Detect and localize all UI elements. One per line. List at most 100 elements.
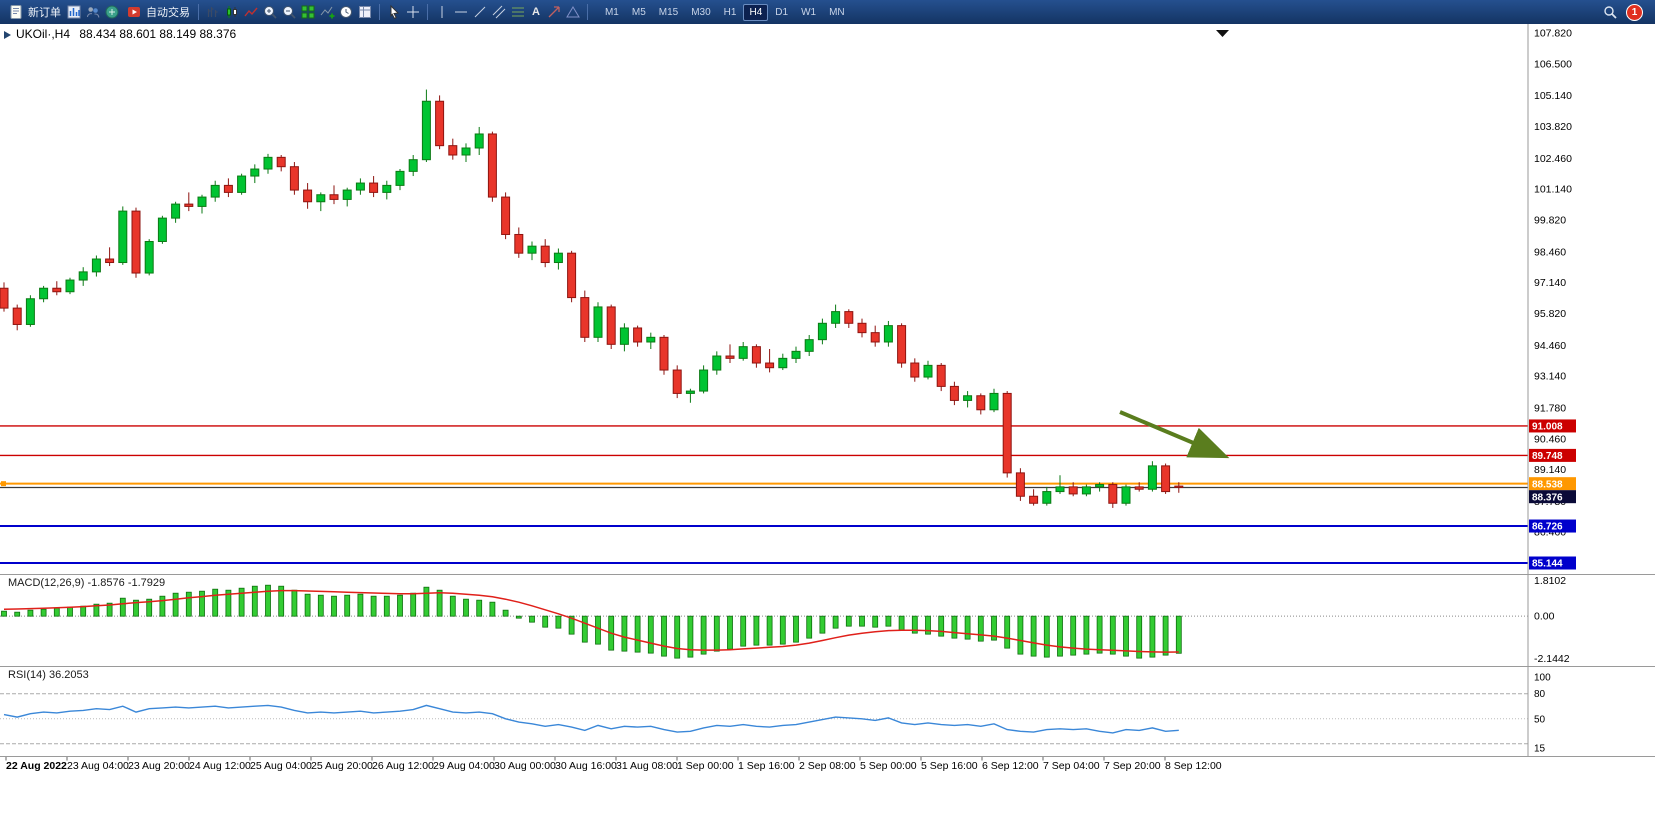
new-order-label: 新订单 [28,7,61,19]
notification-badge[interactable]: 1 [1626,3,1643,21]
svg-text:23 Aug 04:00: 23 Aug 04:00 [67,760,129,772]
svg-text:88.538: 88.538 [1532,479,1563,490]
svg-text:105.140: 105.140 [1534,90,1572,102]
svg-text:50: 50 [1534,714,1546,725]
svg-text:107.820: 107.820 [1534,28,1572,40]
new-order-button[interactable]: 新订单 [4,3,64,22]
timeframe-D1[interactable]: D1 [775,6,789,18]
rsi-indicator-label: RSI(14) 36.2053 [8,669,89,681]
search-icon[interactable] [1601,4,1619,21]
toolbar-separator [427,4,428,20]
svg-text:80: 80 [1534,689,1546,700]
templates-icon[interactable] [356,4,374,21]
arrow-tool-icon[interactable] [545,4,563,21]
trend-arrow-annotation [1119,410,1230,459]
svg-text:-2.1442: -2.1442 [1534,653,1570,665]
zoom-in-icon[interactable] [261,4,279,21]
shapes-tool-icon[interactable] [564,4,582,21]
market-watch-icon[interactable] [65,4,83,21]
chart-symbol-title: UKOil·,H4 [16,27,71,41]
text-tool-button[interactable]: A [532,6,540,18]
svg-text:23 Aug 20:00: 23 Aug 20:00 [128,760,190,772]
svg-text:30 Aug 16:00: 30 Aug 16:00 [555,760,617,772]
auto-trading-icon [125,4,143,21]
timeframe-group: M1 M5 M15 M30 H1 H4 D1 W1 MN [599,3,851,21]
timeframe-M15[interactable]: M15 [658,6,679,18]
auto-trading-label: 自动交易 [146,7,190,19]
svg-text:1 Sep 00:00: 1 Sep 00:00 [677,760,734,772]
periods-icon[interactable] [337,4,355,21]
timeframe-M1[interactable]: M1 [604,6,619,18]
svg-text:90.460: 90.460 [1534,433,1566,445]
timeframe-M30[interactable]: M30 [691,6,711,18]
toolbar-separator [379,4,380,20]
svg-text:91.780: 91.780 [1534,402,1566,414]
svg-text:91.008: 91.008 [1532,422,1563,433]
svg-text:24 Aug 12:00: 24 Aug 12:00 [189,760,251,772]
macd-panel[interactable] [0,584,1528,659]
svg-text:2 Sep 08:00: 2 Sep 08:00 [799,760,856,772]
timeframe-M5[interactable]: M5 [631,6,646,18]
time-axis[interactable]: 22 Aug 2022 23 Aug 04:00 23 Aug 20:00 24 Au… [5,756,1222,773]
svg-text:102.460: 102.460 [1534,153,1572,165]
trendline-tool-icon[interactable] [471,4,489,21]
svg-text:101.140: 101.140 [1534,184,1572,196]
horizontal-line-tool-icon[interactable] [452,4,470,21]
fibonacci-tool-icon[interactable] [509,4,527,21]
line-chart-icon[interactable] [242,4,260,21]
candlestick-chart-icon[interactable] [223,4,241,21]
toolbar-separator [586,4,588,20]
zoom-out-icon[interactable] [280,4,298,21]
accounts-icon[interactable] [84,4,102,21]
timeframe-H4[interactable]: H4 [743,3,769,21]
svg-text:100: 100 [1534,673,1551,684]
svg-text:22 Aug 2022: 22 Aug 2022 [6,760,67,772]
svg-text:93.140: 93.140 [1534,371,1566,383]
svg-text:8 Sep 12:00: 8 Sep 12:00 [1165,760,1222,772]
toolbar-separator [198,4,199,20]
cursor-icon[interactable] [385,4,403,21]
svg-text:30 Aug 00:00: 30 Aug 00:00 [494,760,556,772]
svg-text:1 Sep 16:00: 1 Sep 16:00 [738,760,795,772]
crosshair-icon[interactable] [404,4,422,21]
svg-text:97.140: 97.140 [1534,277,1566,289]
svg-text:15: 15 [1534,743,1546,754]
svg-text:86.726: 86.726 [1532,522,1563,533]
svg-text:7 Sep 04:00: 7 Sep 04:00 [1043,760,1100,772]
svg-text:89.748: 89.748 [1532,451,1563,462]
svg-text:25 Aug 20:00: 25 Aug 20:00 [311,760,373,772]
svg-text:89.140: 89.140 [1534,464,1566,476]
timeframe-MN[interactable]: MN [829,6,845,18]
new-order-icon [7,4,25,21]
bar-chart-icon[interactable] [204,4,222,21]
timeframe-H1[interactable]: H1 [723,6,737,18]
svg-text:5 Sep 16:00: 5 Sep 16:00 [921,760,978,772]
svg-text:0.00: 0.00 [1534,611,1555,623]
navigator-icon[interactable] [103,4,121,21]
svg-text:1.8102: 1.8102 [1534,575,1566,587]
macd-indicator-label: MACD(12,26,9) -1.8576 -1.7929 [8,577,166,589]
svg-text:99.820: 99.820 [1534,214,1566,226]
svg-text:7 Sep 20:00: 7 Sep 20:00 [1104,760,1161,772]
chart-shift-marker [1216,30,1229,37]
one-click-trading-toggle[interactable] [4,31,11,39]
rsi-panel[interactable] [0,693,1528,745]
svg-text:98.460: 98.460 [1534,246,1566,258]
indicators-icon[interactable] [318,4,336,21]
svg-text:6 Sep 12:00: 6 Sep 12:00 [982,760,1039,772]
auto-trading-button[interactable]: 自动交易 [122,3,193,22]
price-axis[interactable]: 107.820 106.500 105.140 103.820 102.460 101.1… [1527,24,1576,757]
svg-text:31 Aug 08:00: 31 Aug 08:00 [616,760,678,772]
svg-text:95.820: 95.820 [1534,308,1566,320]
toolbar: 新订单 自动交易 [0,0,1655,24]
svg-text:94.460: 94.460 [1534,340,1566,352]
svg-text:85.144: 85.144 [1532,559,1563,570]
timeframe-W1[interactable]: W1 [801,6,817,18]
vertical-line-tool-icon[interactable] [433,4,451,21]
main-chart-panel[interactable] [0,30,1528,565]
channel-tool-icon[interactable] [490,4,508,21]
svg-text:26 Aug 12:00: 26 Aug 12:00 [372,760,434,772]
tile-windows-icon[interactable] [299,4,317,21]
